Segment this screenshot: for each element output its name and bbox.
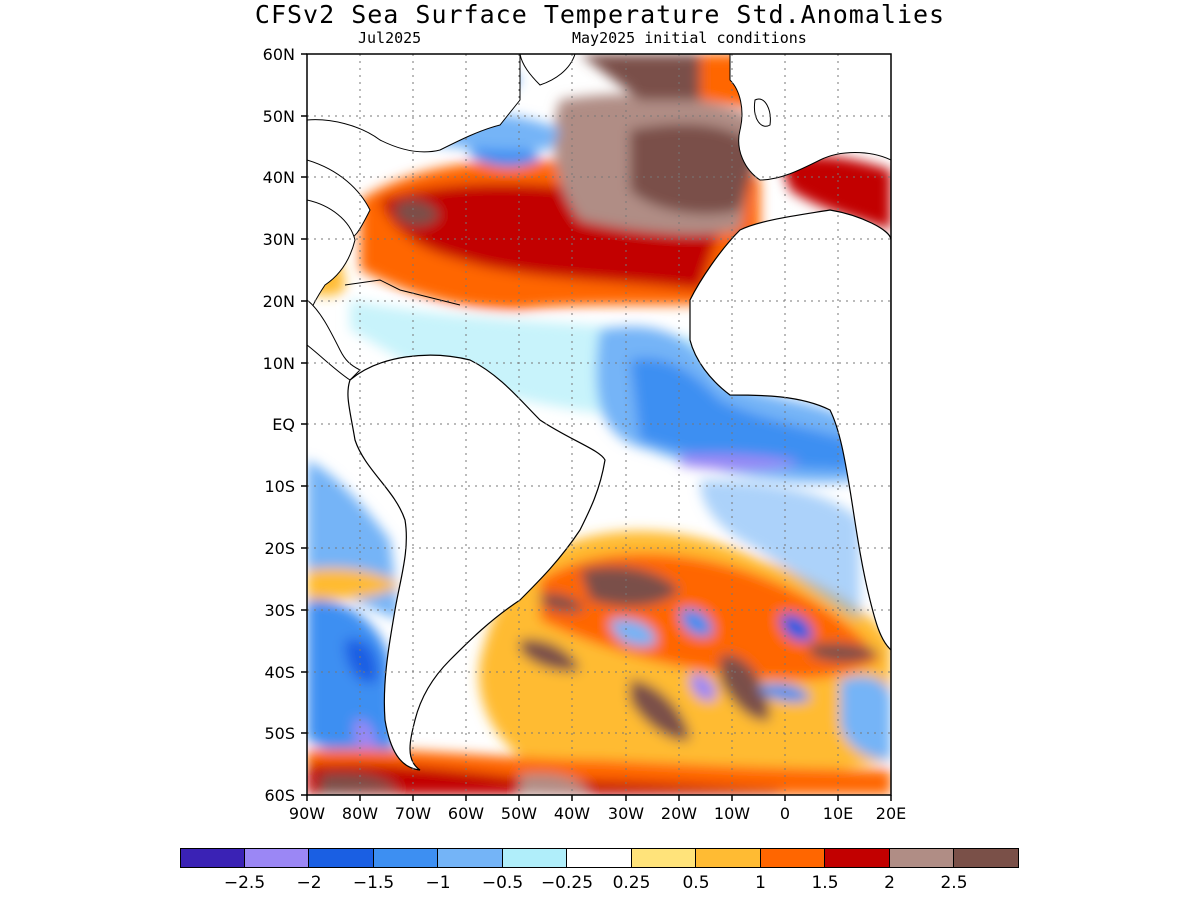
init-conditions-label: May2025 initial conditions	[572, 29, 807, 47]
valid-month-label: Jul2025	[358, 29, 422, 47]
lat-label-30n: 30N	[262, 230, 295, 249]
colorbar-label: −1.5	[352, 873, 395, 893]
lat-label-40n: 40N	[262, 168, 295, 187]
lat-label-10n: 10N	[262, 354, 295, 373]
lat-label-60n: 60N	[262, 45, 295, 64]
lat-label-10s: 10S	[264, 477, 295, 496]
anomaly-field	[307, 54, 891, 795]
lat-label-30s: 30S	[264, 601, 295, 620]
colorbar-label: −0.5	[481, 873, 524, 893]
colorbar-label: 2.5	[940, 873, 968, 893]
axis-ticks	[301, 53, 892, 801]
europe-land	[729, 54, 891, 181]
grid-lines	[307, 54, 891, 795]
lat-label-50s: 50S	[264, 724, 295, 743]
lat-label-eq: EQ	[272, 415, 295, 434]
colorbar-swatch	[825, 848, 890, 868]
lon-label-40w: 40W	[553, 804, 591, 823]
colorbar-label: 2	[884, 873, 895, 893]
africa-land	[689, 209, 891, 651]
colorbar-label: 0.5	[682, 873, 710, 893]
colorbar-swatch	[631, 848, 696, 868]
colorbar-swatch	[889, 848, 954, 868]
lat-label-20s: 20S	[264, 539, 295, 558]
colorbar-label: −0.25	[540, 873, 594, 893]
colorbar-label: 1.5	[811, 873, 839, 893]
lat-label-40s: 40S	[264, 663, 295, 682]
colorbar-swatch	[502, 848, 567, 868]
colorbar-swatch	[180, 848, 245, 868]
colorbar-swatch	[373, 848, 438, 868]
lon-label-50w: 50W	[500, 804, 538, 823]
central-america-land	[307, 299, 361, 381]
colorbar-label: 0.25	[612, 873, 651, 893]
lon-label-90w: 90W	[288, 804, 326, 823]
colorbar-swatch	[760, 848, 825, 868]
lon-label-10e: 10E	[822, 804, 854, 823]
south-america-land	[347, 354, 606, 771]
map-title: CFSv2 Sea Surface Temperature Std.Anomal…	[254, 0, 946, 29]
lon-label-30w: 30W	[607, 804, 645, 823]
colorbar-swatch	[438, 848, 503, 868]
lon-label-80w: 80W	[341, 804, 379, 823]
uk-land	[753, 98, 771, 127]
greenland-land	[519, 54, 576, 86]
colorbar-label: 1	[755, 873, 766, 893]
colorbar-swatch	[954, 848, 1019, 868]
lon-label-70w: 70W	[394, 804, 432, 823]
colorbar-swatch	[244, 848, 309, 868]
lon-label-20e: 20E	[875, 804, 907, 823]
lat-label-20n: 20N	[262, 292, 295, 311]
colorbar-label: −2	[296, 873, 322, 893]
caribbean-islands	[344, 279, 461, 306]
colorbar-label: −1	[425, 873, 451, 893]
colorbar-label: −2.5	[223, 873, 266, 893]
colorbar-swatch	[309, 848, 374, 868]
colorbar-swatch	[567, 848, 632, 868]
lon-label-0: 0	[779, 804, 791, 823]
lon-label-60w: 60W	[447, 804, 485, 823]
lat-label-60s: 60S	[264, 786, 295, 805]
lon-label-10w: 10W	[713, 804, 751, 823]
lon-label-20w: 20W	[660, 804, 698, 823]
lat-label-50n: 50N	[262, 107, 295, 126]
colorbar-swatch	[696, 848, 761, 868]
